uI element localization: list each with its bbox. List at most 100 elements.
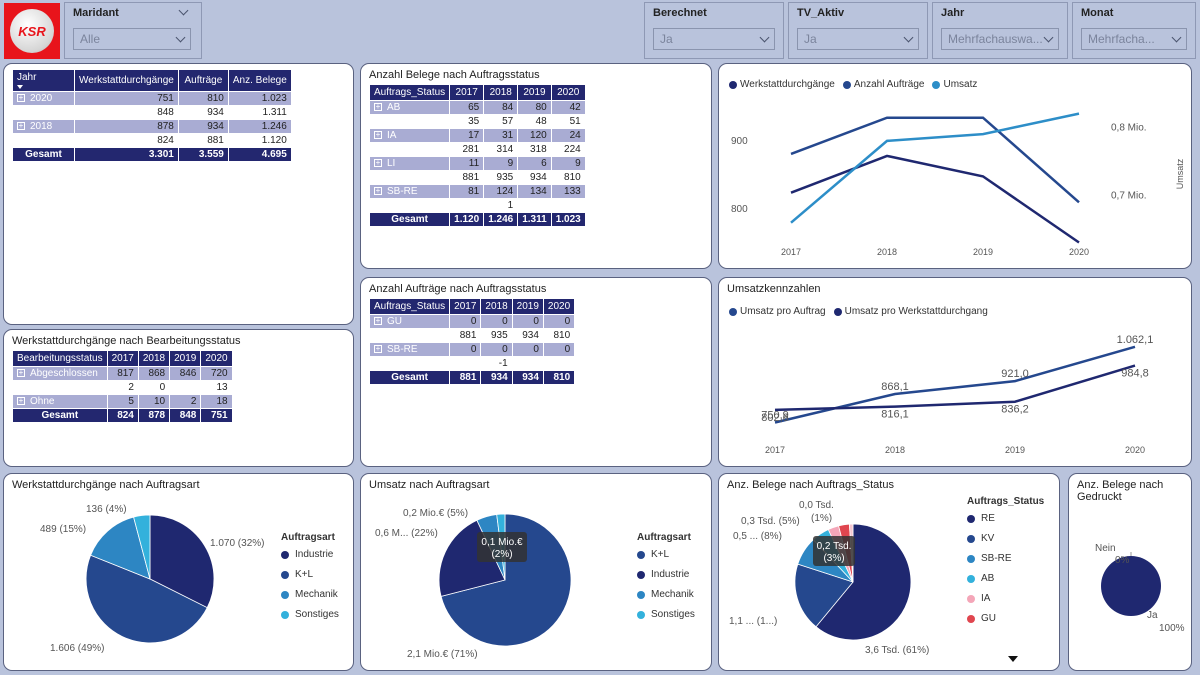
expand-icon[interactable]: + bbox=[374, 316, 382, 326]
column-header[interactable]: 2020 bbox=[550, 84, 586, 101]
legend-item[interactable]: RE bbox=[967, 513, 1044, 524]
legend-item[interactable]: Mechanik bbox=[281, 589, 339, 600]
slicer-value[interactable]: Ja bbox=[804, 32, 817, 46]
slicer-value[interactable]: Mehrfacha... bbox=[1088, 32, 1155, 46]
legend-item[interactable]: K+L bbox=[637, 549, 695, 560]
row-header-cell[interactable]: +2018 bbox=[12, 119, 75, 134]
column-header[interactable]: 2020 bbox=[542, 298, 576, 315]
row-header-cell[interactable]: + In Bearbeitung bbox=[12, 380, 108, 395]
table-cell: 0 bbox=[542, 314, 576, 329]
expand-icon[interactable]: + bbox=[17, 382, 25, 392]
expand-icon[interactable]: + bbox=[17, 396, 25, 406]
row-header-cell[interactable]: + AB bbox=[368, 100, 451, 115]
legend-item[interactable]: SB-RE bbox=[967, 553, 1044, 564]
row-header-cell[interactable]: + ST bbox=[368, 356, 451, 371]
slicer-value[interactable]: Alle bbox=[80, 32, 101, 46]
column-header[interactable]: Auftrags_Status bbox=[368, 298, 451, 315]
row-header-cell[interactable]: +2017 bbox=[12, 133, 75, 148]
slicer-jahr[interactable]: Jahr Mehrfachauswa... bbox=[932, 2, 1068, 59]
legend-item[interactable]: Industrie bbox=[637, 569, 695, 580]
column-header[interactable]: Auftrags_Status bbox=[368, 84, 451, 101]
row-label: SB-RE bbox=[387, 186, 418, 197]
row-header-cell[interactable]: + Abgeschlossen bbox=[12, 366, 108, 381]
column-header[interactable]: Anz. Belege bbox=[227, 69, 292, 92]
column-header[interactable]: Bearbeitungsstatus bbox=[12, 350, 108, 367]
legend-item[interactable]: AB bbox=[967, 573, 1044, 584]
expand-icon[interactable]: + bbox=[17, 135, 25, 145]
column-header[interactable]: 2017 bbox=[449, 298, 482, 315]
expand-icon[interactable]: + bbox=[374, 130, 382, 140]
table-cell: 2 bbox=[169, 394, 202, 409]
legend-item[interactable]: IA bbox=[967, 593, 1044, 604]
legend-item[interactable]: Sonstiges bbox=[637, 609, 695, 620]
expand-icon[interactable]: + bbox=[17, 93, 25, 103]
column-header[interactable]: Werkstattdurchgänge bbox=[74, 69, 179, 92]
chevron-down-icon[interactable] bbox=[903, 32, 914, 42]
table-cell: 935 bbox=[483, 170, 519, 185]
legend-item[interactable]: Werkstattdurchgänge bbox=[729, 79, 835, 90]
row-header-cell[interactable]: + SB-RE bbox=[368, 342, 451, 357]
expand-icon[interactable]: + bbox=[17, 107, 25, 117]
slicer-berechnet[interactable]: Berechnet Ja bbox=[644, 2, 784, 59]
expand-icon[interactable]: + bbox=[374, 172, 382, 182]
legend-item[interactable]: Umsatz bbox=[932, 79, 977, 90]
expand-icon[interactable]: + bbox=[374, 144, 382, 154]
legend-item[interactable]: Industrie bbox=[281, 549, 339, 560]
expand-icon[interactable]: + bbox=[17, 121, 25, 131]
column-header[interactable]: 2017 bbox=[106, 350, 139, 367]
legend-item[interactable]: GU bbox=[967, 613, 1044, 624]
column-header[interactable]: 2020 bbox=[200, 350, 233, 367]
table-row: + ST -1 bbox=[368, 356, 576, 371]
legend-item[interactable]: Mechanik bbox=[637, 589, 695, 600]
column-header[interactable]: 2017 bbox=[449, 84, 485, 101]
row-header-cell[interactable]: + LI bbox=[368, 156, 451, 171]
expand-icon[interactable]: + bbox=[17, 368, 25, 378]
row-header-cell[interactable]: +2019 bbox=[12, 105, 75, 120]
expand-icon[interactable]: + bbox=[374, 186, 382, 196]
row-header-cell[interactable]: + Ohne bbox=[12, 394, 108, 409]
expand-icon[interactable]: + bbox=[374, 158, 382, 168]
row-header-cell[interactable]: + KV bbox=[368, 142, 451, 157]
row-header-cell[interactable]: + SB-RE bbox=[368, 184, 451, 199]
legend-item[interactable]: Umsatz pro Werkstattdurchgang bbox=[833, 306, 988, 317]
column-header[interactable]: 2019 bbox=[169, 350, 202, 367]
column-header[interactable]: Jahr bbox=[12, 69, 75, 92]
chevron-down-icon[interactable] bbox=[175, 32, 186, 42]
expand-icon[interactable]: + bbox=[374, 330, 382, 340]
row-header-cell[interactable]: +2020 bbox=[12, 91, 75, 106]
row-header-cell[interactable]: + RE bbox=[368, 170, 451, 185]
legend-item[interactable]: Sonstiges bbox=[281, 609, 339, 620]
row-header-cell[interactable]: + GU bbox=[368, 314, 451, 329]
expand-icon[interactable]: + bbox=[374, 200, 382, 210]
column-header[interactable]: 2019 bbox=[511, 298, 544, 315]
chevron-down-icon[interactable] bbox=[1171, 32, 1182, 42]
legend-item[interactable]: K+L bbox=[281, 569, 339, 580]
legend-item[interactable]: Umsatz pro Auftrag bbox=[729, 306, 826, 317]
slicer-tv-aktiv[interactable]: TV_Aktiv Ja bbox=[788, 2, 928, 59]
sort-desc-icon[interactable] bbox=[17, 85, 23, 89]
row-header-cell[interactable]: + IA bbox=[368, 128, 451, 143]
chevron-down-icon[interactable] bbox=[759, 32, 770, 42]
slicer-value[interactable]: Ja bbox=[660, 32, 673, 46]
column-header[interactable]: Aufträge bbox=[177, 69, 229, 92]
slicer-value[interactable]: Mehrfachauswa... bbox=[948, 32, 1043, 46]
row-header-cell[interactable]: + GU bbox=[368, 114, 451, 129]
expand-icon[interactable]: + bbox=[374, 358, 382, 368]
row-header-cell[interactable]: + ST bbox=[368, 198, 451, 213]
column-header[interactable]: 2018 bbox=[483, 84, 519, 101]
chevron-down-icon[interactable] bbox=[1043, 32, 1054, 42]
column-header[interactable]: 2018 bbox=[480, 298, 513, 315]
row-header-cell[interactable]: + RE bbox=[368, 328, 451, 343]
legend-item[interactable]: Anzahl Aufträge bbox=[842, 79, 924, 90]
slicer-maridant[interactable]: Maridant Alle bbox=[64, 2, 202, 59]
scroll-down-icon[interactable] bbox=[1008, 656, 1018, 662]
expand-icon[interactable]: + bbox=[374, 116, 382, 126]
column-header[interactable]: 2019 bbox=[517, 84, 552, 101]
year-summary-table: Jahr Werkstattdurchgänge Aufträge Anz. Bele… bbox=[12, 69, 292, 162]
expand-icon[interactable]: + bbox=[374, 344, 382, 354]
column-header[interactable]: 2018 bbox=[137, 350, 171, 367]
expand-icon[interactable]: + bbox=[374, 102, 382, 112]
legend-item[interactable]: KV bbox=[967, 533, 1044, 544]
y-axis-label: Umsatz bbox=[1175, 158, 1185, 189]
slicer-monat[interactable]: Monat Mehrfacha... bbox=[1072, 2, 1196, 59]
